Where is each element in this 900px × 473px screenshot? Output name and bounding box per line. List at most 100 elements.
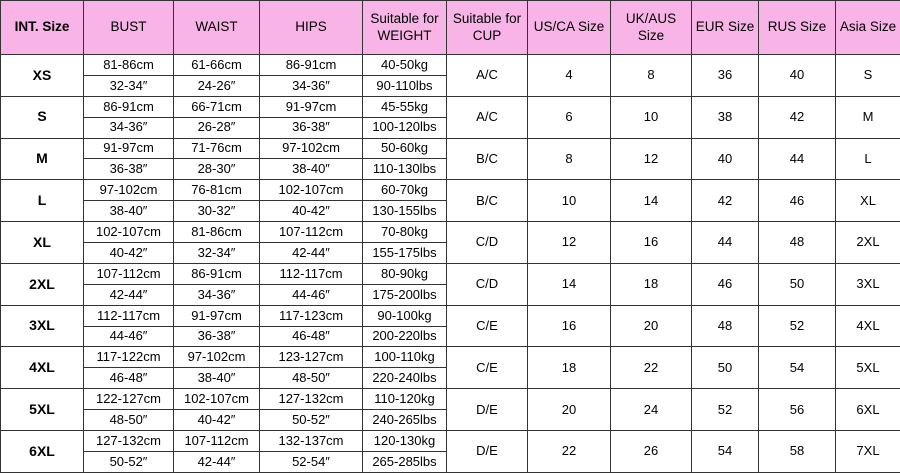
hips-cell: 123-127cm <box>259 346 363 369</box>
uk-cell: 22 <box>610 346 692 390</box>
size-row: 44-46″ 36-38″ 46-48″ 200-220lbs <box>1 325 900 348</box>
waist-cell: 42-44″ <box>173 450 260 473</box>
weight-cell: 100-120lbs <box>362 116 447 139</box>
hips-cell: 48-50″ <box>259 367 363 390</box>
column-header: EUR Size <box>691 0 759 55</box>
waist-cell: 24-26″ <box>173 74 260 97</box>
rus-cell: 52 <box>758 304 836 348</box>
weight-cell: 100-110kg <box>362 346 447 369</box>
hips-cell: 132-137cm <box>259 430 363 452</box>
column-header: WAIST <box>173 0 260 55</box>
column-header: UK/AUS Size <box>610 0 692 55</box>
waist-cell: 71-76cm <box>173 137 260 160</box>
column-header: US/CA Size <box>527 0 611 55</box>
weight-cell: 50-60kg <box>362 137 447 160</box>
hips-cell: 97-102cm <box>259 137 363 160</box>
bust-cell: 127-132cm <box>83 430 174 452</box>
column-header: Suitable for WEIGHT <box>362 0 447 55</box>
uk-cell: 24 <box>610 388 692 432</box>
eur-cell: 46 <box>691 262 759 306</box>
weight-cell: 80-90kg <box>362 262 447 285</box>
hips-cell: 117-123cm <box>259 304 363 327</box>
us-cell: 20 <box>527 388 611 432</box>
column-header: INT. Size <box>0 0 84 55</box>
us-cell: 18 <box>527 346 611 390</box>
asia-cell: 2XL <box>835 221 900 264</box>
rus-cell: 40 <box>758 54 836 97</box>
hips-cell: 42-44″ <box>259 242 363 264</box>
us-cell: 8 <box>527 137 611 181</box>
hips-cell: 36-38″ <box>259 116 363 139</box>
bust-cell: 97-102cm <box>83 179 174 202</box>
waist-cell: 66-71cm <box>173 95 260 118</box>
waist-cell: 40-42″ <box>173 409 260 432</box>
hips-cell: 91-97cm <box>259 95 363 118</box>
waist-cell: 102-107cm <box>173 388 260 411</box>
size-row: 48-50″ 40-42″ 50-52″ 240-265lbs <box>1 409 900 432</box>
bust-cell: 40-42″ <box>83 242 174 264</box>
us-cell: 4 <box>527 54 611 97</box>
hips-cell: 46-48″ <box>259 325 363 348</box>
weight-cell: 240-265lbs <box>362 409 447 432</box>
size-row: XS 81-86cm 61-66cm 86-91cm 40-50kg A/C 4 8 36 40 S <box>0 54 900 97</box>
bust-cell: 117-122cm <box>83 346 174 369</box>
table-body: XS 81-86cm 61-66cm 86-91cm 40-50kg A/C 4 8 36 40 S… <box>0 54 900 473</box>
bust-cell: 91-97cm <box>83 137 174 160</box>
rus-cell: 42 <box>758 95 836 139</box>
size-cell: 2XL <box>0 262 84 306</box>
weight-cell: 70-80kg <box>362 221 447 244</box>
waist-cell: 61-66cm <box>173 54 260 76</box>
us-cell: 12 <box>527 221 611 264</box>
eur-cell: 36 <box>691 54 759 97</box>
weight-cell: 120-130kg <box>362 430 447 452</box>
uk-cell: 12 <box>610 137 692 181</box>
asia-cell: L <box>835 137 900 181</box>
rus-cell: 56 <box>758 388 836 432</box>
weight-cell: 40-50kg <box>362 54 447 76</box>
cup-cell: A/C <box>446 95 528 139</box>
asia-cell: 5XL <box>835 346 900 390</box>
eur-cell: 48 <box>691 304 759 348</box>
column-header: HIPS <box>259 0 363 55</box>
uk-cell: 18 <box>610 262 692 306</box>
weight-cell: 90-110lbs <box>362 74 447 97</box>
size-cell: M <box>0 137 84 181</box>
hips-cell: 86-91cm <box>259 54 363 76</box>
eur-cell: 54 <box>691 430 759 473</box>
cup-cell: B/C <box>446 137 528 181</box>
eur-cell: 40 <box>691 137 759 181</box>
size-cell: 3XL <box>0 304 84 348</box>
size-row: 6XL 127-132cm 107-112cm 132-137cm 120-130kg D… <box>0 430 900 473</box>
uk-cell: 26 <box>610 430 692 473</box>
weight-cell: 90-100kg <box>362 304 447 327</box>
asia-cell: 3XL <box>835 262 900 306</box>
size-row: L 97-102cm 76-81cm 102-107cm 60-70kg B/C 10 14 4… <box>0 179 900 223</box>
uk-cell: 10 <box>610 95 692 139</box>
rus-cell: 54 <box>758 346 836 390</box>
cup-cell: C/D <box>446 262 528 306</box>
size-row: 3XL 112-117cm 91-97cm 117-123cm 90-100kg C/E 1… <box>0 304 900 348</box>
bust-cell: 107-112cm <box>83 262 174 285</box>
size-row: 46-48″ 38-40″ 48-50″ 220-240lbs <box>1 367 900 390</box>
weight-cell: 265-285lbs <box>362 450 447 473</box>
hips-cell: 127-132cm <box>259 388 363 411</box>
bust-cell: 42-44″ <box>83 283 174 306</box>
weight-cell: 130-155lbs <box>362 200 447 223</box>
weight-cell: 175-200lbs <box>362 283 447 306</box>
hips-cell: 50-52″ <box>259 409 363 432</box>
size-row: 50-52″ 42-44″ 52-54″ 265-285lbs <box>1 450 900 473</box>
waist-cell: 38-40″ <box>173 367 260 390</box>
bust-cell: 46-48″ <box>83 367 174 390</box>
column-header: Suitable for CUP <box>446 0 528 55</box>
hips-cell: 52-54″ <box>259 450 363 473</box>
bust-cell: 122-127cm <box>83 388 174 411</box>
waist-cell: 28-30″ <box>173 158 260 181</box>
waist-cell: 36-38″ <box>173 325 260 348</box>
bust-cell: 44-46″ <box>83 325 174 348</box>
bust-cell: 34-36″ <box>83 116 174 139</box>
uk-cell: 20 <box>610 304 692 348</box>
size-row: S 86-91cm 66-71cm 91-97cm 45-55kg A/C 6 10 38 42 M <box>0 95 900 139</box>
rus-cell: 58 <box>758 430 836 473</box>
